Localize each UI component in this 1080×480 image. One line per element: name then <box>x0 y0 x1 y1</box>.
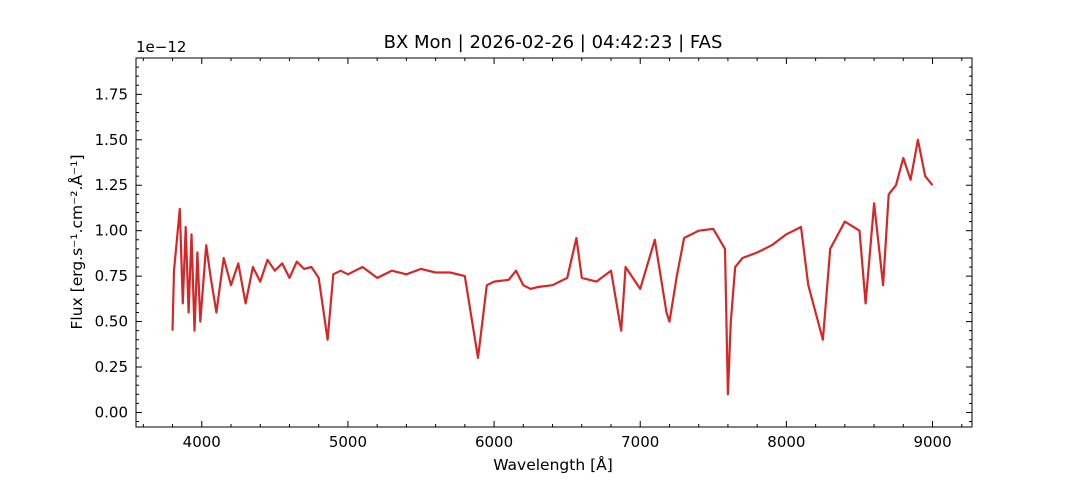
series-layer <box>171 138 934 396</box>
chart-title: BX Mon | 2026-02-26 | 04:42:23 | FAS <box>384 32 723 53</box>
y-tick-label: 0.25 <box>95 358 128 376</box>
y-axis-label: Flux [erg.s⁻¹.cm⁻².Å⁻¹] <box>67 155 86 330</box>
y-offset-text: 1e−12 <box>136 38 186 56</box>
y-tick-label: 0.75 <box>95 267 128 285</box>
axes-layer: 4000 5000 6000 7000 8000 9000 0.00 0.25 0.50 0.75… <box>95 57 973 451</box>
x-axis-label: Wavelength [Å] <box>493 455 613 474</box>
x-tick-label: 4000 <box>183 433 221 451</box>
spectrum-line-0 <box>171 138 934 396</box>
y-tick-label: 0.00 <box>95 403 128 421</box>
y-tick-label: 1.00 <box>95 222 128 240</box>
y-tick-label: 0.50 <box>95 313 128 331</box>
x-tick-label: 6000 <box>475 433 513 451</box>
x-tick-label: 9000 <box>913 433 951 451</box>
y-tick-label: 1.50 <box>95 131 128 149</box>
x-tick-label: 5000 <box>329 433 367 451</box>
x-tick-label: 7000 <box>621 433 659 451</box>
y-tick-label: 1.75 <box>95 85 128 103</box>
y-tick-label: 1.25 <box>95 176 128 194</box>
plot-frame <box>135 57 973 428</box>
x-tick-label: 8000 <box>767 433 805 451</box>
